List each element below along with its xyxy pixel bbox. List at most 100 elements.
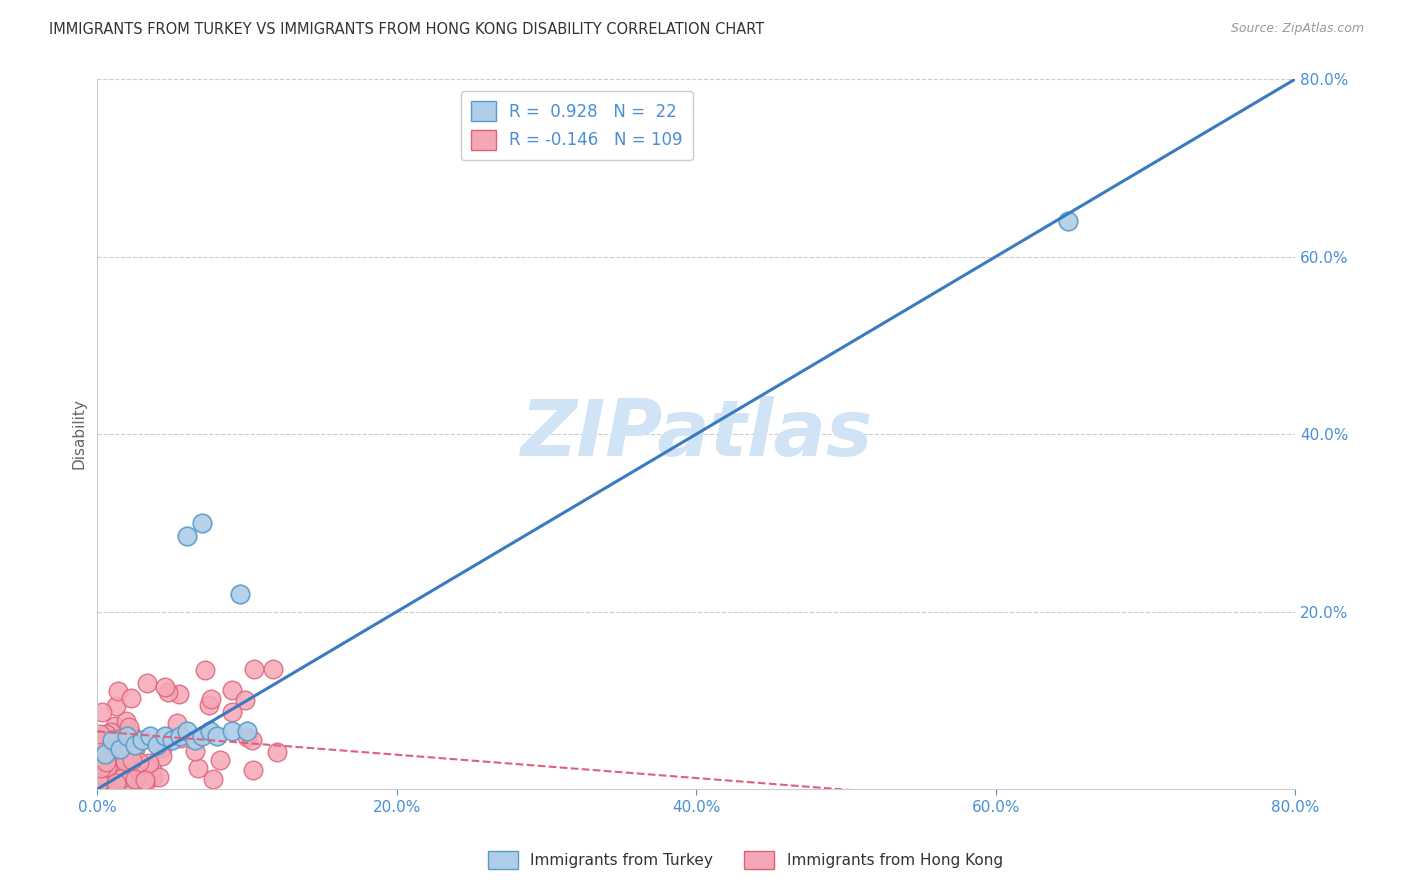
Point [98, 734, 121, 748]
Point [150, 748, 173, 763]
Point [120, 727, 142, 741]
Point [198, 724, 221, 739]
Point [108, 742, 131, 756]
Point [104, 751, 127, 765]
Point [121, 753, 143, 767]
Point [94, 777, 117, 791]
Point [89, 739, 111, 754]
Point [90, 773, 112, 788]
Point [87, 775, 110, 789]
Point [205, 729, 228, 743]
Point [89, 767, 111, 781]
Point [91, 775, 114, 789]
Point [136, 676, 159, 690]
Point [101, 762, 124, 776]
Point [91, 769, 114, 783]
Point [94, 727, 117, 741]
Point [117, 751, 139, 765]
Point [93, 753, 115, 767]
Point [89, 773, 111, 788]
Point [115, 714, 138, 728]
Point [94, 777, 117, 791]
Point [117, 729, 139, 743]
Point [148, 770, 170, 784]
Point [89, 726, 111, 740]
Point [93, 763, 115, 777]
Point [242, 763, 264, 777]
Point [94, 772, 117, 786]
Point [176, 724, 198, 739]
Point [90, 756, 112, 770]
Point [101, 733, 124, 747]
Point [101, 753, 124, 767]
Point [170, 731, 193, 746]
Point [89, 772, 111, 786]
Point [94, 756, 117, 770]
Text: IMMIGRANTS FROM TURKEY VS IMMIGRANTS FROM HONG KONG DISABILITY CORRELATION CHART: IMMIGRANTS FROM TURKEY VS IMMIGRANTS FRO… [49, 22, 765, 37]
Point [240, 732, 263, 747]
Point [91, 705, 114, 719]
Point [90, 771, 112, 785]
Point [221, 724, 243, 739]
Point [101, 746, 124, 760]
Point [142, 770, 165, 784]
Point [194, 663, 217, 677]
Point [108, 762, 131, 776]
Point [184, 744, 207, 758]
Point [124, 738, 146, 752]
Point [153, 729, 176, 743]
Point [117, 770, 139, 784]
Point [111, 771, 134, 785]
Point [114, 754, 136, 768]
Point [94, 747, 117, 761]
Point [91, 769, 114, 783]
Point [100, 724, 122, 739]
Point [107, 683, 129, 698]
Point [104, 762, 127, 776]
Point [110, 731, 132, 746]
Point [90, 756, 112, 771]
Point [169, 729, 191, 743]
Point [183, 733, 205, 747]
Legend: Immigrants from Turkey, Immigrants from Hong Kong: Immigrants from Turkey, Immigrants from … [481, 845, 1010, 875]
Point [96, 776, 118, 790]
Point [202, 772, 225, 786]
Point [167, 687, 190, 701]
Point [91, 772, 114, 786]
Point [124, 741, 146, 756]
Point [110, 728, 132, 742]
Point [96, 775, 118, 789]
Point [236, 730, 259, 744]
Point [114, 774, 136, 789]
Point [120, 777, 142, 791]
Point [1056, 214, 1078, 228]
Point [166, 716, 188, 731]
Point [266, 745, 288, 759]
Point [208, 753, 231, 767]
Point [91, 768, 114, 782]
Point [134, 775, 156, 789]
Point [221, 705, 243, 719]
Point [157, 685, 180, 699]
Text: ZIPatlas: ZIPatlas [520, 396, 873, 472]
Point [187, 761, 209, 775]
Point [90, 761, 112, 775]
Point [89, 771, 111, 785]
Point [97, 757, 120, 772]
Point [94, 778, 117, 792]
Point [89, 760, 111, 774]
Point [96, 760, 118, 774]
Point [105, 775, 128, 789]
Point [124, 772, 146, 786]
Point [139, 729, 162, 743]
Point [89, 767, 111, 781]
Point [104, 773, 127, 788]
Point [90, 765, 112, 780]
Point [101, 755, 124, 769]
Point [191, 729, 214, 743]
Point [91, 769, 114, 783]
Legend: R =  0.928   N =  22, R = -0.146   N = 109: R = 0.928 N = 22, R = -0.146 N = 109 [461, 91, 693, 160]
Y-axis label: Disability: Disability [72, 399, 86, 469]
Point [236, 724, 259, 739]
Point [150, 741, 173, 756]
